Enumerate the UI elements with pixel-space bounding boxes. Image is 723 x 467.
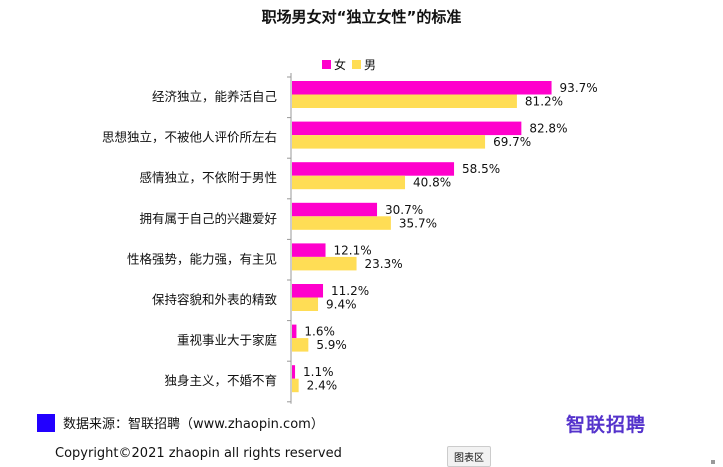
category-label: 性格强势，能力强，有主见 bbox=[127, 251, 277, 266]
data-label-male: 35.7% bbox=[399, 216, 437, 230]
data-label-female: 1.6% bbox=[304, 325, 335, 339]
bar-male bbox=[292, 378, 299, 393]
legend-swatch-male bbox=[352, 60, 362, 69]
bar-male bbox=[292, 338, 309, 352]
bar-female bbox=[292, 202, 378, 217]
category-label: 经济独立，能养活自己 bbox=[152, 89, 277, 104]
legend-swatch-female bbox=[322, 60, 331, 69]
data-label-male: 5.9% bbox=[316, 338, 347, 352]
legend-item-female: 女 bbox=[322, 56, 346, 73]
bar-male bbox=[292, 94, 517, 108]
bar-male bbox=[292, 297, 319, 311]
legend-label-female: 女 bbox=[334, 58, 347, 72]
legend-item-male: 男 bbox=[352, 56, 376, 73]
data-label-female: 30.7% bbox=[385, 203, 423, 217]
source-square-icon bbox=[37, 413, 55, 432]
category-label: 保持容貌和外表的精致 bbox=[152, 292, 278, 307]
data-label-female: 82.8% bbox=[529, 122, 567, 136]
resize-handle-icon[interactable] bbox=[711, 460, 715, 464]
data-label-male: 81.2% bbox=[525, 95, 563, 109]
data-label-female: 1.1% bbox=[303, 365, 334, 379]
bar-male bbox=[292, 216, 391, 230]
category-label: 重视事业大于家庭 bbox=[177, 333, 278, 348]
zhaopin-logo: 智联招聘 bbox=[566, 414, 647, 436]
bar-female bbox=[292, 81, 552, 95]
chart-area-button[interactable]: 图表区 bbox=[447, 446, 491, 467]
data-label-female: 58.5% bbox=[462, 162, 500, 176]
data-label-female: 93.7% bbox=[560, 81, 598, 95]
data-source: 数据来源：智联招聘（www.zhaopin.com） bbox=[37, 413, 324, 432]
bar-male bbox=[292, 175, 406, 190]
category-label: 拥有属于自己的兴趣爱好 bbox=[139, 211, 277, 226]
data-label-male: 40.8% bbox=[413, 176, 451, 190]
category-label: 思想独立，不被他人评价所左右 bbox=[102, 130, 277, 145]
data-label-male: 2.4% bbox=[307, 379, 338, 393]
source-text: 数据来源：智联招聘（www.zhaopin.com） bbox=[63, 417, 324, 432]
legend: 女 男 bbox=[322, 56, 382, 73]
legend-label-male: 男 bbox=[364, 58, 377, 72]
bar-female bbox=[292, 121, 522, 136]
chart-title: 职场男女对“独立女性”的标准 bbox=[261, 8, 462, 26]
bar-female bbox=[292, 284, 324, 298]
bar-male bbox=[292, 256, 357, 271]
bar-male bbox=[292, 135, 486, 149]
bar-female bbox=[292, 162, 455, 176]
bar-female bbox=[292, 324, 297, 339]
data-label-male: 69.7% bbox=[493, 135, 531, 149]
bar-female bbox=[292, 365, 296, 379]
copyright-text: Copyright©2021 zhaopin all rights reserv… bbox=[55, 446, 342, 461]
category-label: 感情独立，不依附于男性 bbox=[139, 170, 277, 185]
data-label-male: 23.3% bbox=[365, 257, 403, 271]
data-label-female: 12.1% bbox=[334, 243, 372, 257]
category-label: 独身主义，不婚不育 bbox=[164, 373, 277, 388]
data-label-female: 11.2% bbox=[331, 284, 369, 298]
data-label-male: 9.4% bbox=[326, 298, 357, 312]
bar-female bbox=[292, 243, 326, 257]
